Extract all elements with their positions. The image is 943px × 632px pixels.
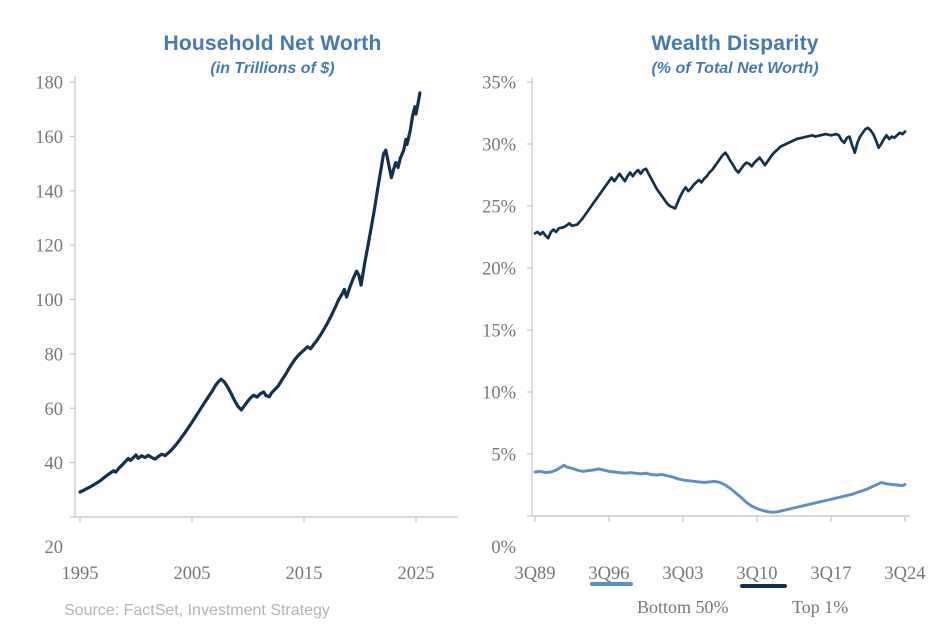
legend-label-top-1: Top 1% bbox=[792, 597, 849, 617]
series-line-household-net-worth bbox=[78, 91, 422, 494]
tick-label: 100 bbox=[35, 291, 63, 311]
left-chart-title: Household Net Worth bbox=[163, 32, 382, 55]
tick-label: 3Q24 bbox=[884, 564, 925, 584]
tick-label: 3Q10 bbox=[736, 564, 777, 584]
tick-label: 120 bbox=[35, 237, 63, 257]
right-chart-title: Wealth Disparity bbox=[651, 32, 819, 55]
legend-swatch-top-1-line-icon bbox=[740, 584, 787, 588]
series-line-bottom-50 bbox=[533, 463, 907, 514]
tick-label: 20 bbox=[45, 538, 64, 558]
tick-label: 20% bbox=[482, 260, 516, 280]
tick-label: 2005 bbox=[174, 564, 211, 584]
tick-label: 60 bbox=[45, 400, 64, 420]
right-chart: 35% 30% 25% 20% 15% 10% 5% 0% 3Q89 3Q96 3Q03 3Q10 3Q… bbox=[482, 74, 925, 585]
tick-label: 140 bbox=[35, 182, 63, 202]
tick-label: 3Q17 bbox=[810, 564, 851, 584]
tick-label: 25% bbox=[482, 198, 516, 218]
tick-label: 3Q03 bbox=[662, 564, 703, 584]
series-line-top-1 bbox=[533, 126, 907, 240]
tick-label: 3Q89 bbox=[514, 564, 555, 584]
source-note: Source: FactSet, Investment Strategy bbox=[64, 602, 330, 619]
tick-label: 40 bbox=[45, 454, 64, 474]
tick-label: 2025 bbox=[398, 564, 435, 584]
left-chart-subtitle: (in Trillions of $) bbox=[210, 60, 335, 77]
tick-label: 3Q96 bbox=[588, 564, 629, 584]
tick-label: 35% bbox=[482, 74, 516, 94]
left-chart: 180 160 140 120 100 80 60 40 20 1995 2005 2015 2025 bbox=[35, 74, 458, 584]
tick-label: 2015 bbox=[286, 564, 323, 584]
tick-label: 0% bbox=[491, 538, 516, 558]
right-chart-subtitle: (% of Total Net Worth) bbox=[651, 60, 819, 77]
tick-label: 5% bbox=[491, 446, 516, 466]
tick-label: 80 bbox=[45, 345, 64, 365]
tick-label: 180 bbox=[35, 74, 63, 94]
legend-swatch-bottom-50-line-icon bbox=[590, 582, 633, 586]
legend-label-bottom-50: Bottom 50% bbox=[637, 597, 729, 617]
tick-label: 160 bbox=[35, 128, 63, 148]
tick-label: 1995 bbox=[62, 564, 99, 584]
tick-label: 10% bbox=[482, 384, 516, 404]
tick-label: 30% bbox=[482, 136, 516, 156]
tick-label: 15% bbox=[482, 322, 516, 342]
